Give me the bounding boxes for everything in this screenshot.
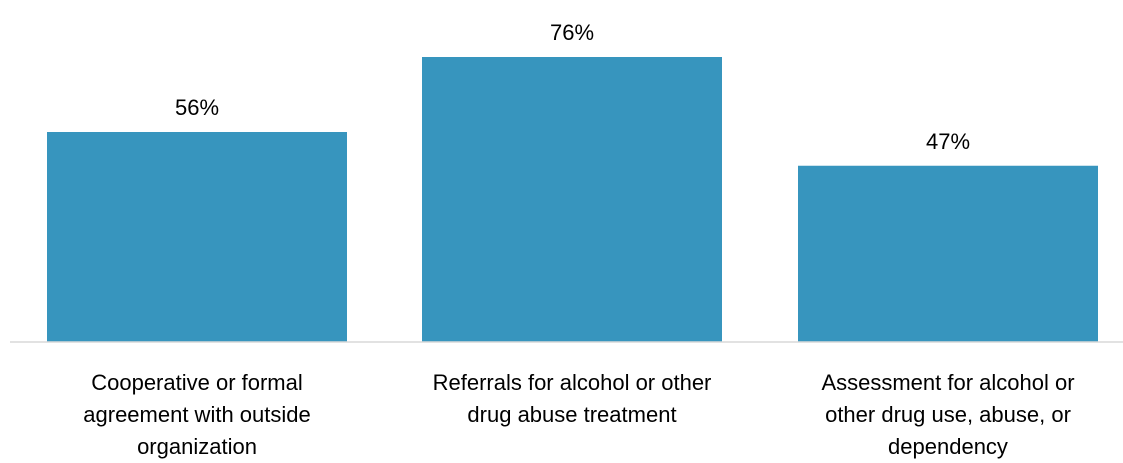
category-label-line: agreement with outside: [83, 402, 310, 427]
value-labels-group: 56% 76% 47%: [175, 20, 970, 154]
category-label-1: Cooperative or formal agreement with outs…: [83, 370, 310, 459]
bar-1: [47, 132, 347, 342]
category-labels-group: Cooperative or formal agreement with outs…: [83, 370, 1074, 459]
category-label-line: dependency: [888, 434, 1008, 459]
bar-3: [798, 165, 1098, 342]
bars-group: [47, 57, 1098, 342]
value-label-1: 56%: [175, 95, 219, 120]
category-label-3: Assessment for alcohol or other drug use,…: [821, 370, 1074, 459]
category-label-line: Assessment for alcohol or: [821, 370, 1074, 395]
category-label-2: Referrals for alcohol or other drug abuse…: [433, 370, 712, 427]
category-label-line: drug abuse treatment: [467, 402, 676, 427]
category-label-line: organization: [137, 434, 257, 459]
value-label-3: 47%: [926, 129, 970, 154]
category-label-line: Cooperative or formal: [91, 370, 303, 395]
value-label-2: 76%: [550, 20, 594, 45]
category-label-line: Referrals for alcohol or other: [433, 370, 712, 395]
bar-2: [422, 57, 722, 342]
category-label-line: other drug use, abuse, or: [825, 402, 1071, 427]
